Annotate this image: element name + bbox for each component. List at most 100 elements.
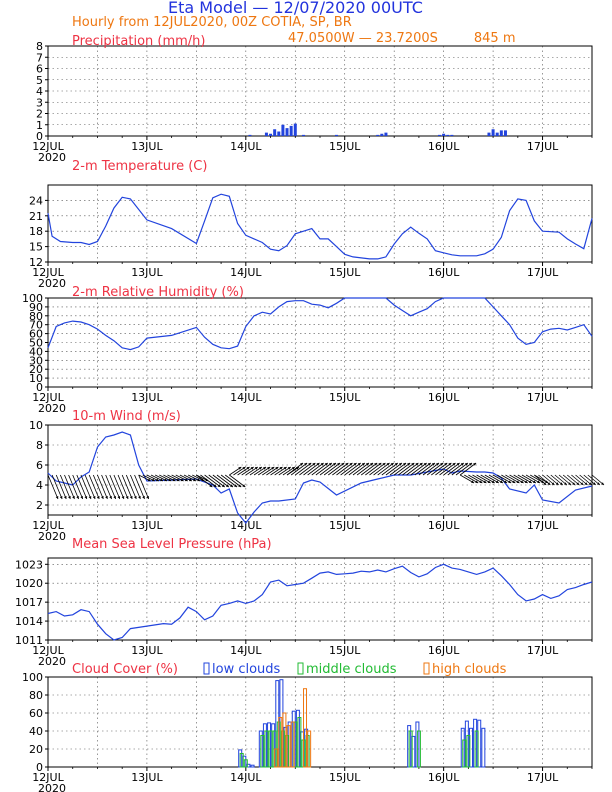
wind-barb-head	[592, 482, 596, 485]
wind-barb-head	[146, 496, 149, 499]
wind-barb-head	[63, 496, 67, 499]
cloud-bar-high	[286, 725, 291, 768]
wind-barb-head	[475, 480, 479, 483]
wind-barb	[134, 474, 145, 500]
wind-barb-head	[283, 467, 287, 470]
wind-barb	[216, 474, 234, 488]
wind-barb-head	[353, 463, 357, 466]
wind-barb-head	[399, 463, 402, 466]
wind-barb-head	[134, 496, 137, 499]
panel-frame	[47, 184, 593, 263]
wind-barb	[315, 462, 333, 476]
wind-barb-head	[456, 463, 460, 466]
wind-barb	[356, 462, 374, 476]
wind-barb	[373, 462, 390, 476]
wind-barb	[72, 474, 84, 500]
panel-frame	[47, 676, 593, 768]
y-tick-label: 8	[36, 40, 43, 53]
series-line	[47, 297, 593, 351]
y-tick-label: 1011	[15, 634, 43, 647]
wind-barb-head	[495, 480, 499, 483]
wind-barb-head	[68, 496, 71, 499]
wind-barb-head	[452, 463, 456, 466]
y-tick-label: 30	[29, 354, 43, 367]
x-year-label: 2020	[38, 530, 66, 543]
x-tick-label: 17JUL	[527, 644, 559, 657]
wind-barb-head	[113, 496, 116, 499]
wind-barb	[509, 474, 524, 484]
x-tick-label: 14JUL	[230, 771, 262, 784]
wind-barb-head	[537, 480, 541, 483]
wind-barb-head	[209, 484, 213, 487]
cloud-bar-high	[290, 721, 295, 768]
wind-barb-head	[415, 463, 419, 466]
precip-bar	[450, 134, 454, 136]
x-tick-label: 13JUL	[131, 771, 163, 784]
wind-barb	[55, 474, 67, 500]
wind-barb-head	[403, 463, 407, 466]
wind-barb	[68, 474, 79, 500]
y-tick-label: 5	[36, 74, 43, 87]
wind-barb-head	[308, 463, 312, 466]
wind-barb	[319, 462, 337, 476]
panel-6: 0 20 40 60 80 100 12JUL 13JUL 14JUL 15JUL 16JUL 17J…	[22, 662, 593, 792]
wind-barb-head	[188, 478, 192, 482]
wind-barb-head	[543, 482, 547, 485]
y-tick-label: 100	[22, 671, 43, 684]
wind-barb-head	[580, 482, 584, 485]
wind-barb	[422, 462, 440, 476]
wind-barb-head	[516, 480, 520, 483]
x-tick-label: 16JUL	[428, 140, 460, 153]
y-tick-label: 0	[36, 381, 43, 394]
y-tick-label: 2	[36, 108, 43, 121]
panel-title: 2-m Temperature (C)	[72, 159, 207, 174]
wind-barb-head	[267, 467, 271, 470]
wind-barb-head	[138, 496, 141, 499]
wind-barb-head	[479, 480, 483, 483]
wind-barb	[369, 462, 386, 476]
precip-bar	[380, 133, 384, 136]
wind-barb	[426, 462, 444, 476]
wind-barb-head	[168, 478, 172, 482]
wind-barb-head	[419, 463, 423, 466]
x-tick-label: 12JUL	[32, 771, 64, 784]
wind-barb-head	[197, 478, 201, 482]
x-tick-label: 16JUL	[428, 519, 460, 532]
y-tick-label: 21	[29, 210, 43, 223]
precip-bar	[277, 131, 281, 136]
x-tick-label: 14JUL	[230, 391, 262, 404]
y-tick-label: 20	[29, 743, 43, 756]
panel-title: Mean Sea Level Pressure (hPa)	[72, 537, 272, 552]
wind-barb	[418, 462, 436, 476]
wind-barb-head	[275, 467, 279, 470]
wind-barb-head	[172, 478, 176, 482]
wind-barb-head	[500, 480, 503, 483]
wind-barb	[220, 474, 238, 488]
wind-barb	[84, 474, 96, 500]
y-tick-label: 6	[36, 63, 43, 76]
wind-barb	[402, 462, 419, 476]
wind-barb	[208, 474, 225, 488]
wind-barb	[130, 474, 141, 500]
x-tick-label: 16JUL	[428, 771, 460, 784]
elevation-label: 845 m	[473, 31, 516, 46]
x-tick-label: 12JUL	[32, 519, 64, 532]
wind-barb-head	[483, 480, 487, 483]
wind-barb-head	[109, 496, 112, 499]
wind-barb-head	[559, 482, 563, 485]
wind-barb-head	[411, 463, 415, 466]
wind-barb	[299, 462, 316, 476]
wind-barb-head	[390, 463, 394, 466]
wind-barb-head	[238, 484, 242, 487]
wind-barb	[455, 462, 473, 476]
wind-barb-head	[105, 496, 108, 499]
wind-barb-head	[76, 496, 79, 499]
y-tick-label: 3	[36, 96, 43, 109]
wind-barb-head	[320, 463, 324, 466]
precip-bar	[495, 132, 499, 136]
wind-barb	[138, 474, 150, 500]
series-line	[47, 431, 593, 524]
y-tick-label: 12	[29, 256, 43, 269]
wind-barb	[459, 474, 475, 484]
